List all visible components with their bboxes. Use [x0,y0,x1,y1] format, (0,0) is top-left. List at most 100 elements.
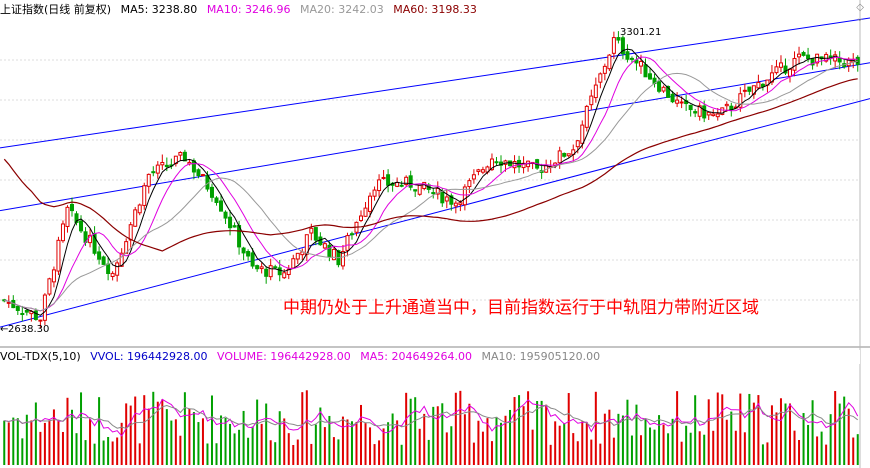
candle-body [797,53,802,58]
candle-body [345,235,350,251]
volume-bar [567,393,570,465]
volume-bar [432,406,435,465]
high-price-label: 3301.21 [620,27,661,38]
candle-body [815,53,820,64]
volume-bar [626,399,629,465]
volume-bar [66,397,69,465]
volume-bar [658,415,661,465]
volume-bar [125,403,128,465]
volume-bar [229,423,232,465]
volume-bar [784,403,787,465]
volume-bar [391,413,394,465]
volume-bars [3,390,859,465]
volume-bar [527,391,530,465]
candle-body [720,107,725,115]
volume-bar [84,440,87,465]
analysis-annotation: 中期仍处于上升通道当中，目前指数运行于中轨阻力带附近区域 [283,298,759,318]
volume-bar [585,422,588,465]
candle-body [625,51,630,60]
volume-bar [346,419,349,465]
candle-body [42,294,47,321]
candle-body [160,161,165,166]
candle-body [643,64,648,78]
candle-body [467,180,472,188]
candle-body [471,174,476,180]
candle-body [313,227,318,241]
volume-bar [61,431,64,465]
volume-bar [238,429,241,465]
candle-body [408,175,413,188]
volume-bar [224,417,227,465]
candle-body [476,169,481,172]
volume-bar [156,401,159,465]
volume-bar [30,420,33,465]
volume-bar [540,400,543,465]
candle-body [706,111,711,116]
volume-bar [748,393,751,465]
volume-bar [283,418,286,465]
candle-body [404,176,409,186]
volume-bar [16,418,19,465]
candle-body [205,174,210,190]
candle-body [232,225,237,228]
candle-body [196,169,201,177]
candle-body [277,267,282,276]
volume-bar [820,431,823,465]
candle-body [611,37,616,54]
candle-body [724,103,729,107]
volume-bar [698,431,701,465]
vol-ma5-line [4,398,859,437]
candle-body [413,189,418,192]
volume-bar [721,394,724,465]
volume-bar [387,422,390,465]
candle-body [182,151,187,162]
volume-bar [165,409,168,465]
candle-body [327,244,332,258]
candle-body [60,223,65,242]
volume-bar [355,421,358,465]
volume-bar [680,441,683,465]
volume-bar [274,442,277,465]
volume-bar [838,403,841,465]
volume-bar [98,397,101,465]
diamond-icon[interactable]: ◇ [856,2,864,13]
candle-body [417,184,422,195]
candle-body [291,258,296,269]
volume-bar [725,419,728,465]
volume-bar [147,408,150,465]
volume-bar [161,399,164,465]
volume-bar [107,436,110,465]
volume-bar [260,423,263,465]
volume-bar [441,403,444,465]
candle-body [616,37,621,41]
candle-body [512,161,517,169]
volume-legend: VOL-TDX(5,10) VVOL: 196442928.00 VOLUME:… [0,350,860,364]
candle-body [435,187,440,195]
volume-bar [170,420,173,465]
candle-body [399,184,404,187]
volume-bar [314,424,317,465]
candle-body [855,56,860,65]
volume-bar [554,421,557,465]
candle-body [20,313,25,316]
candle-body [349,233,354,236]
candle-body [241,247,246,254]
chevron-icon[interactable]: ⌄ [855,13,864,24]
volume-bar [513,397,516,465]
volume-bar [310,443,313,465]
volume-bar [653,429,656,465]
volume-bar [21,438,24,465]
candle-body [381,176,386,179]
volume-bar [843,396,846,465]
volume-bar [305,390,308,465]
candle-body [792,57,797,71]
volume-bar [52,409,55,465]
volume-bar [418,428,421,465]
candle-body [598,73,603,83]
volume-bar [450,426,453,465]
candle-body [666,85,671,98]
candle-body [562,152,567,157]
volume-bar [152,391,155,465]
candle-body [51,269,56,283]
candle-body [489,158,494,171]
